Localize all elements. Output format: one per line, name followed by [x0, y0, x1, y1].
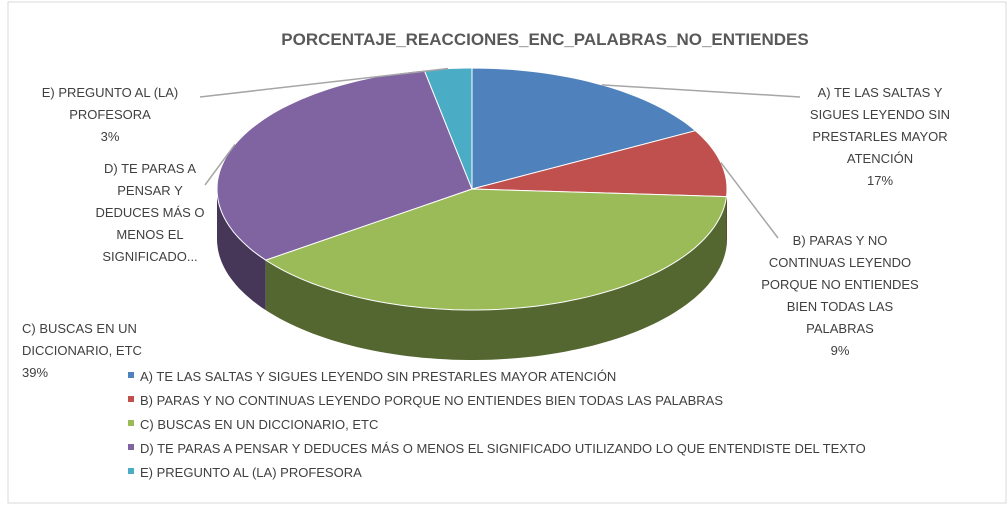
- data-label-name: E) PREGUNTO AL (LA) PROFESORA: [42, 85, 179, 122]
- legend-label: D) TE PARAS A PENSAR Y DEDUCES MÁS O MEN…: [140, 441, 866, 456]
- data-label-value: 17%: [867, 173, 893, 188]
- legend-label: E) PREGUNTO AL (LA) PROFESORA: [140, 465, 362, 480]
- legend-swatch: [128, 420, 134, 426]
- legend-label: B) PARAS Y NO CONTINUAS LEYENDO PORQUE N…: [140, 393, 723, 408]
- legend-label: A) TE LAS SALTAS Y SIGUES LEYENDO SIN PR…: [140, 369, 616, 384]
- legend-swatch: [128, 444, 134, 450]
- data-label-name: A) TE LAS SALTAS Y SIGUES LEYENDO SIN PRES…: [810, 85, 950, 166]
- data-label-value: 39%: [22, 365, 48, 380]
- leader-line: [601, 84, 801, 98]
- slice: [264, 188, 728, 311]
- data-label-name: B) PARAS Y NO CONTINUAS LEYENDO PORQUE NO …: [761, 233, 919, 336]
- data-label-value: 3%: [101, 129, 120, 144]
- legend-swatch: [128, 396, 134, 402]
- chart-title: PORCENTAJE_REACCIONES_ENC_PALABRAS_NO_EN…: [281, 30, 808, 49]
- legend-label: C) BUSCAS EN UN DICCIONARIO, ETC: [140, 417, 378, 432]
- legend-swatch: [128, 468, 134, 474]
- data-label-name: C) BUSCAS EN UN DICCIONARIO, ETC: [22, 321, 142, 358]
- data-label-name: D) TE PARAS A PENSAR Y DEDUCES MÁS O MENOS …: [95, 161, 204, 264]
- leader-line: [199, 67, 449, 98]
- legend-swatch: [128, 372, 134, 378]
- leader-line: [720, 162, 779, 239]
- slice-side: [217, 189, 266, 311]
- slice-side: [265, 196, 727, 360]
- slice: [471, 67, 697, 190]
- slice-side: [726, 189, 727, 247]
- leader-line: [204, 144, 236, 186]
- data-label-value: 9%: [831, 343, 850, 358]
